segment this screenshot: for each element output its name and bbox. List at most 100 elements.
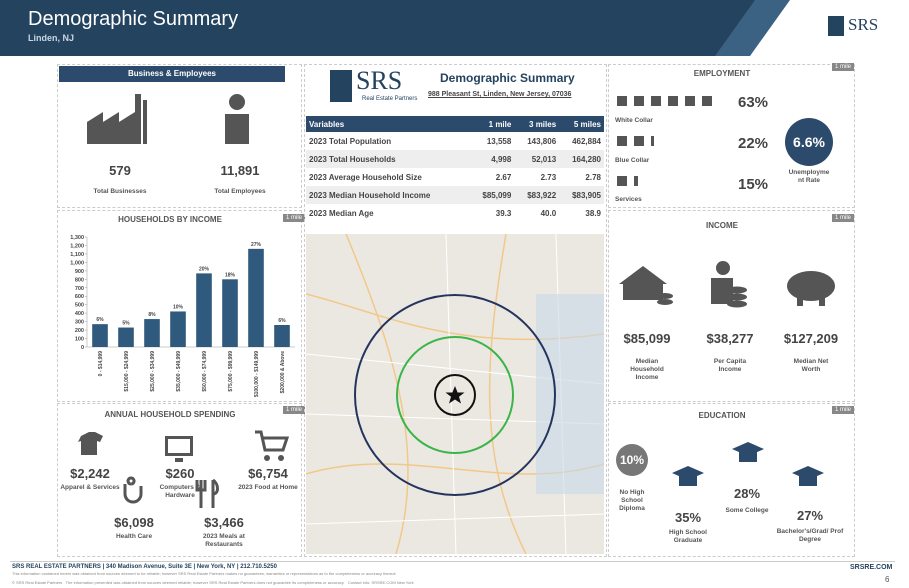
- summary-table: Variables 1 mile 3 miles 5 miles 2023 Total …: [306, 116, 604, 222]
- y-tick-label: 400: [75, 311, 84, 317]
- education-panel: [608, 403, 855, 557]
- business-panel: [57, 64, 302, 208]
- income-panel: [608, 210, 855, 402]
- table-cell: $85,099: [469, 186, 515, 204]
- y-tick-label: 1,100: [70, 252, 84, 258]
- data-label: 6%: [278, 318, 286, 324]
- unemployment-value: 6.6%: [785, 118, 833, 166]
- section-title: EDUCATION: [698, 411, 746, 420]
- logo: SRS: [356, 66, 403, 95]
- y-tick-label: 300: [75, 320, 84, 326]
- spend-label: Computers & Hardware: [159, 484, 201, 499]
- business-label: Total Businesses: [93, 188, 147, 195]
- badge: 1 mile: [832, 63, 855, 71]
- spend-value: $6,754: [248, 466, 288, 481]
- spend-value: $6,098: [114, 515, 154, 530]
- footer-rule: [10, 561, 895, 562]
- spending-panel: [57, 403, 302, 557]
- y-tick-label: 900: [75, 269, 84, 275]
- education-label: No High School Diploma: [619, 489, 645, 512]
- table-header: 3 miles: [514, 116, 560, 132]
- education-label: Some College: [725, 507, 769, 514]
- table-cell: 4,998: [469, 150, 515, 168]
- bar: [222, 279, 238, 347]
- x-tick-label: $50,000 - $74,999: [202, 351, 208, 392]
- bar-chart: 0 100 200 300 400 500 600 700 800 900 1,000 1,100 1,…: [70, 235, 295, 397]
- logo-mark: [330, 70, 352, 102]
- y-tick-label: 0: [81, 345, 84, 351]
- badge: 1 mile: [283, 406, 306, 414]
- employment-label: White Collar: [615, 117, 653, 124]
- grad-caps: [672, 442, 824, 486]
- income-value: $127,209: [783, 331, 839, 346]
- table-cell: 13,558: [486, 136, 512, 146]
- header-bg: [0, 0, 909, 56]
- section-title: ANNUAL HOUSEHOLD SPENDING: [104, 410, 236, 419]
- logo: SRS: [848, 15, 879, 34]
- table-cell: 39.3: [495, 208, 512, 218]
- x-tick-label: $25,000 - $34,999: [150, 351, 156, 392]
- badge: 1 mile: [832, 406, 855, 414]
- table-cell: 2.78: [585, 172, 601, 182]
- bar: [118, 327, 134, 347]
- income-icons: [619, 261, 835, 308]
- table-cell: 40.0: [540, 208, 557, 218]
- data-label: 6%: [96, 317, 104, 323]
- income-label: Median Net Worth: [793, 358, 829, 373]
- table-row: 2023 Total Households 4,998 52,013 164,280: [306, 150, 604, 168]
- spend-label: Health Care: [115, 533, 153, 540]
- income-label: Per Capita Income: [713, 358, 747, 373]
- bar: [144, 319, 160, 347]
- summary-panel: [304, 64, 607, 557]
- table-cell: 164,280: [559, 150, 604, 168]
- table-cell: 2023 Median Age: [309, 208, 374, 218]
- bar: [274, 325, 290, 347]
- table-cell: 38.9: [585, 208, 601, 218]
- y-tick-label: 1,200: [70, 243, 84, 249]
- table-cell: $83,905: [559, 186, 604, 204]
- data-label: 5%: [122, 321, 130, 327]
- income-value: $38,277: [706, 331, 754, 346]
- table-row: 2023 Average Household Size 2.67 2.73 2.78: [306, 168, 604, 186]
- spending-icons: [78, 430, 290, 508]
- x-tick-label: 0 - $14,999: [98, 351, 104, 377]
- bar: [170, 311, 186, 347]
- business-value: 579: [109, 163, 131, 178]
- table-cell: 2023 Total Households: [306, 150, 470, 168]
- bar: [92, 324, 108, 347]
- y-tick-label: 800: [75, 277, 84, 283]
- data-label: 27%: [251, 242, 262, 248]
- x-tick-label: $35,000 - $49,999: [176, 351, 182, 392]
- data-label: 20%: [199, 266, 210, 272]
- table-row: 2023 Median Household Income $85,099 $83,9…: [306, 186, 604, 204]
- section-title: HOUSEHOLDS BY INCOME: [118, 215, 222, 224]
- y-tick-label: 1,000: [70, 260, 84, 266]
- map: [306, 234, 604, 554]
- spend-label: Apparel & Services: [60, 484, 120, 491]
- x-tick-label: $75,000 - $99,999: [228, 351, 234, 392]
- badge: 1 mile: [832, 214, 855, 222]
- y-tick-label: 600: [75, 294, 84, 300]
- business-icons: [87, 94, 249, 144]
- education-label: Bachelor's/Grad/ Prof Degree: [776, 528, 844, 543]
- employment-value: 63%: [738, 94, 769, 111]
- income-chart-panel: [57, 210, 302, 402]
- employees-value: 11,891: [220, 163, 260, 178]
- employment-panel: [608, 64, 855, 208]
- page-number: 6: [885, 575, 890, 584]
- y-tick-label: 100: [75, 337, 84, 343]
- table-cell: 2.67: [495, 172, 512, 182]
- education-value: 10%: [616, 444, 648, 476]
- y-tick-label: 1,300: [70, 235, 84, 241]
- spend-value: $3,466: [204, 515, 244, 530]
- table-cell: $83,922: [514, 186, 560, 204]
- spend-label: 2023 Meals at Restaurants: [203, 533, 245, 548]
- section-title: EMPLOYMENT: [693, 69, 751, 78]
- employment-label: Blue Collar: [615, 157, 650, 164]
- logo-sub: Real Estate Partners: [362, 96, 418, 102]
- business-title: Business & Employees: [59, 66, 285, 82]
- table-row: 2023 Median Age 39.3 40.0 38.9: [306, 204, 604, 222]
- footer-disclaimer: This information contained herein was ob…: [12, 571, 397, 576]
- spend-value: $2,242: [70, 466, 110, 481]
